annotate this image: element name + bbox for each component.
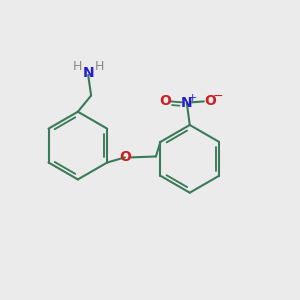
Text: N: N <box>82 66 94 80</box>
Text: +: + <box>188 93 197 103</box>
Text: H: H <box>72 60 82 73</box>
Text: H: H <box>95 60 104 73</box>
Text: O: O <box>119 150 131 164</box>
Text: N: N <box>181 96 193 110</box>
Text: −: − <box>212 90 223 103</box>
Text: O: O <box>204 94 216 108</box>
Text: O: O <box>159 94 171 108</box>
